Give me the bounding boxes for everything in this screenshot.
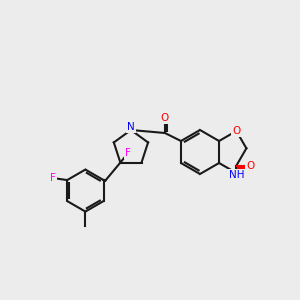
Text: O: O: [232, 126, 241, 136]
Text: O: O: [161, 113, 169, 123]
Text: N: N: [127, 122, 135, 132]
Text: F: F: [50, 173, 56, 183]
Text: F: F: [125, 148, 131, 158]
Text: NH: NH: [229, 170, 244, 180]
Text: O: O: [246, 160, 254, 171]
